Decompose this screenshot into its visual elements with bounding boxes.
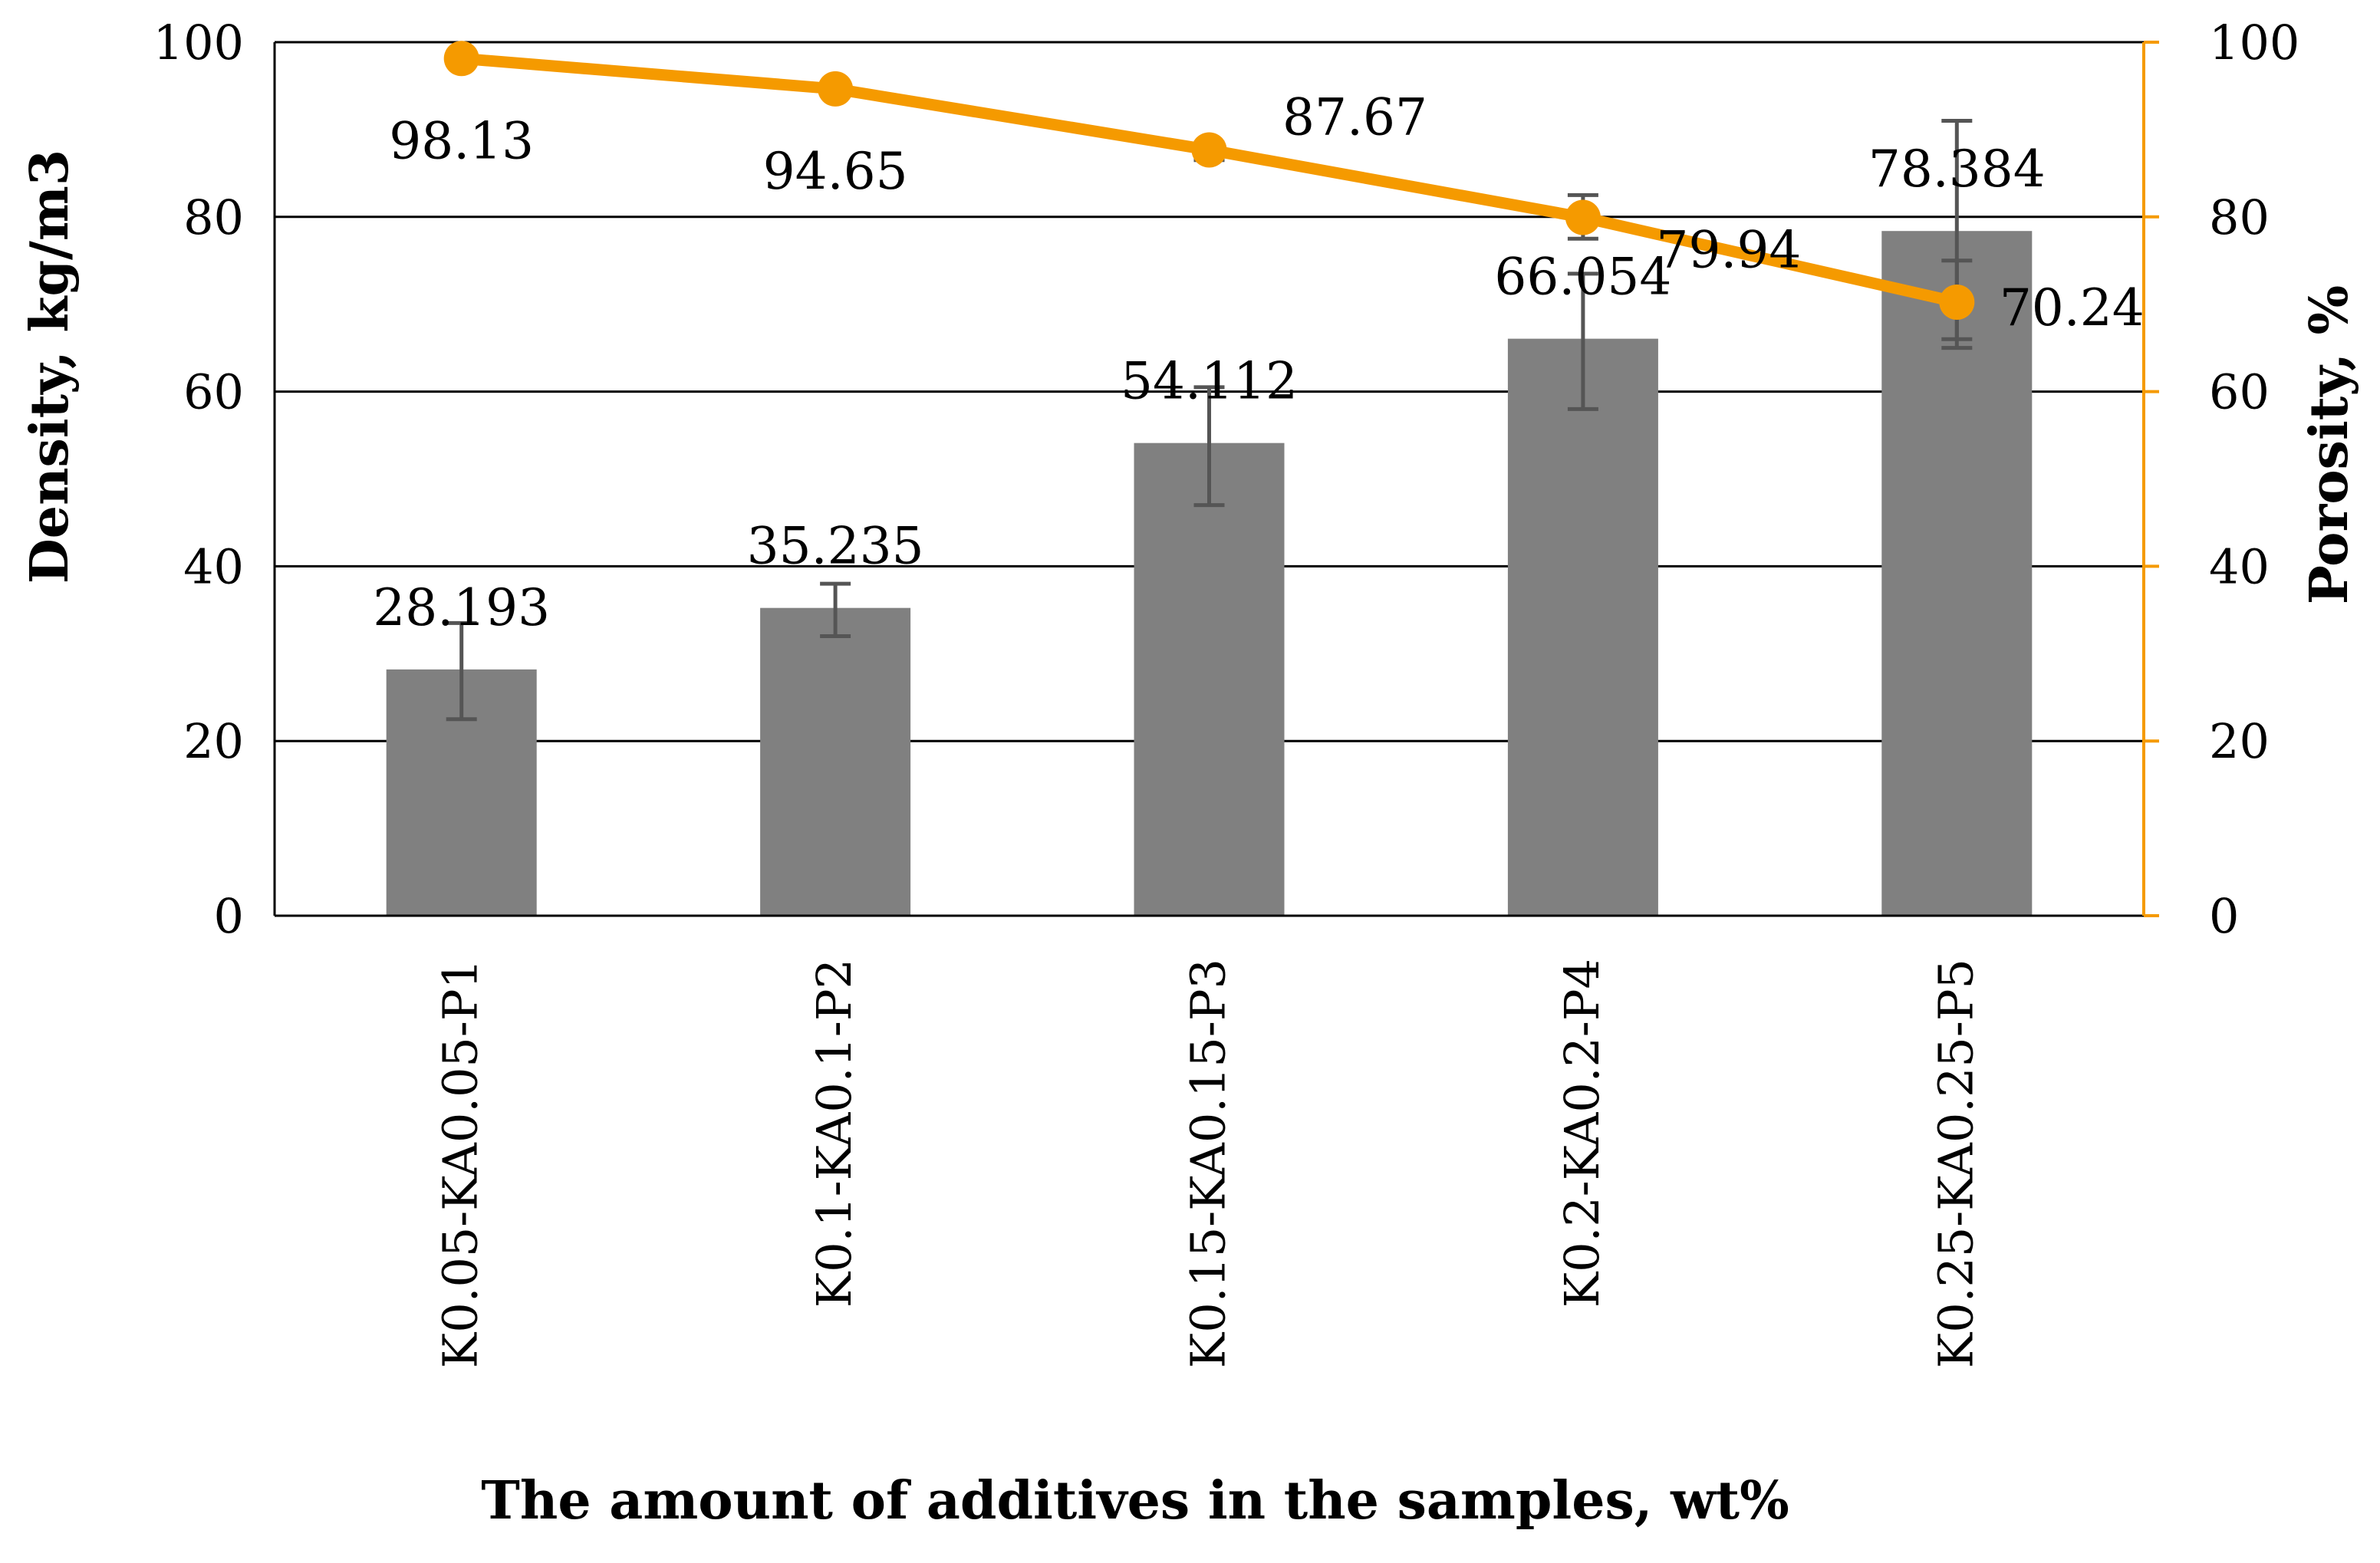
density-bars xyxy=(386,231,2033,916)
porosity-data-label: 70.24 xyxy=(2000,278,2145,337)
density-data-label: 54.112 xyxy=(1121,352,1298,411)
y-tick-label: 100 xyxy=(153,15,244,71)
y-tick-label: 80 xyxy=(183,189,244,245)
y2-tick-label: 80 xyxy=(2209,189,2270,245)
y2-tick-label: 20 xyxy=(2209,713,2270,769)
density-data-label: 35.235 xyxy=(747,517,924,576)
y-tick-label: 20 xyxy=(183,713,244,769)
category-label: K0.2-KA0.2-P4 xyxy=(1554,959,1610,1308)
axes xyxy=(273,41,2159,917)
data-labels: 28.193 35.235 54.112 66.054 78.384 98.13 94.65… xyxy=(373,87,2145,637)
density-bar xyxy=(760,607,911,916)
porosity-data-label: 87.67 xyxy=(1282,87,1427,146)
x-axis-title: The amount of additives in the samples, … xyxy=(481,1470,1789,1532)
porosity-line xyxy=(443,41,1975,341)
porosity-point xyxy=(1939,284,1975,320)
porosity-point xyxy=(818,71,854,107)
tick-labels: 0 20 40 60 80 100 0 20 40 60 80 100 xyxy=(153,15,2300,944)
category-label: K0.1-KA0.1-P2 xyxy=(806,959,862,1308)
category-label: K0.15-KA0.15-P3 xyxy=(1180,959,1236,1368)
density-data-label: 78.384 xyxy=(1868,140,2046,199)
porosity-data-label: 98.13 xyxy=(389,111,534,170)
density-data-label: 28.193 xyxy=(373,578,550,637)
porosity-point xyxy=(443,41,479,77)
porosity-point xyxy=(1191,132,1227,168)
y2-tick-label: 0 xyxy=(2209,888,2239,944)
y2-tick-label: 40 xyxy=(2209,538,2270,594)
y2-tick-label: 100 xyxy=(2209,15,2299,71)
category-label: K0.05-KA0.05-P1 xyxy=(433,959,489,1368)
y-axis-title: Density, kg/m3 xyxy=(19,150,81,584)
density-bar xyxy=(1134,443,1285,916)
y-tick-label: 60 xyxy=(183,364,244,420)
porosity-point xyxy=(1565,199,1601,235)
porosity-data-label: 94.65 xyxy=(763,142,908,201)
error-bars xyxy=(446,119,1973,722)
y2-tick-label: 60 xyxy=(2209,364,2270,420)
y-tick-label: 40 xyxy=(183,538,244,594)
y2-axis-title: Porosity, % xyxy=(2299,285,2360,604)
category-labels: K0.05-KA0.05-P1 K0.1-KA0.1-P2 K0.15-KA0.15… xyxy=(433,959,1984,1368)
category-label: K0.25-KA0.25-P5 xyxy=(1927,959,1983,1368)
density-data-label: 66.054 xyxy=(1494,248,1671,307)
porosity-data-label: 79.94 xyxy=(1656,220,1801,279)
density-bar xyxy=(1507,338,1658,916)
y-tick-label: 0 xyxy=(214,888,244,944)
